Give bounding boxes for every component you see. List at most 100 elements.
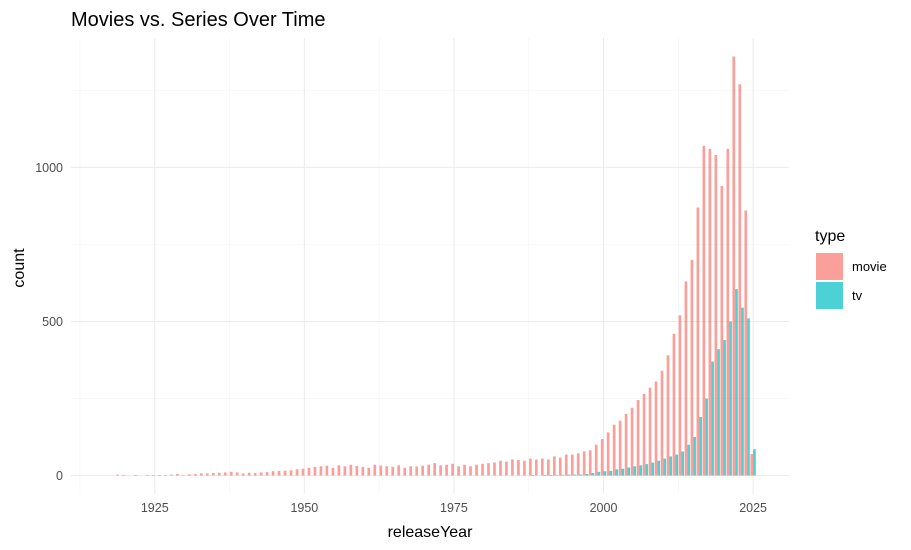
bar-movie	[552, 456, 556, 476]
bar-tv	[741, 307, 744, 476]
bar-movie	[463, 464, 466, 476]
bar-movie	[241, 473, 245, 476]
bar-movie	[176, 473, 179, 476]
bar-movie	[726, 148, 730, 476]
bar-movie	[409, 466, 413, 476]
bar-tv	[555, 474, 559, 476]
bar-movie	[122, 474, 125, 476]
bar-movie	[642, 393, 646, 476]
bar-movie	[170, 474, 173, 476]
bar-movie	[427, 464, 430, 476]
y-tick-label: 0	[56, 469, 63, 483]
bar-movie	[337, 465, 341, 476]
bar-movie	[343, 466, 347, 476]
bar-movie	[564, 454, 568, 476]
bar-movie	[355, 465, 359, 476]
bar-movie	[295, 469, 299, 476]
y-tick-label: 500	[42, 315, 63, 329]
bar-movie	[666, 355, 670, 476]
bar-tv	[711, 361, 714, 476]
bar-movie	[313, 466, 317, 476]
bar-movie	[750, 453, 754, 476]
bar-movie	[259, 472, 263, 476]
bar-tv	[675, 454, 679, 476]
bar-movie	[690, 259, 694, 476]
bar-movie	[648, 387, 652, 476]
bar-movie	[684, 281, 688, 476]
bar-movie	[702, 145, 706, 476]
bar-tv	[615, 469, 619, 476]
legend: type movie tv	[815, 228, 887, 309]
bar-tv	[603, 471, 607, 476]
bar-movie	[301, 468, 305, 476]
chart-title: Movies vs. Series Over Time	[71, 9, 326, 31]
bar-movie	[319, 466, 323, 476]
bar-movie	[325, 465, 329, 476]
bar-movie	[499, 460, 502, 476]
y-tick-label: 1000	[35, 161, 63, 175]
bar-movie	[517, 460, 520, 476]
bar-movie	[199, 473, 203, 476]
legend-title: type	[815, 228, 845, 245]
bar-movie	[714, 155, 718, 476]
x-tick-label: 1950	[290, 501, 318, 515]
bar-tv	[723, 339, 726, 476]
bar-tv	[729, 321, 732, 476]
bar-movie	[529, 458, 532, 476]
bar-movie	[283, 470, 287, 476]
bar-movie	[570, 454, 574, 476]
bar-movie	[511, 459, 514, 476]
bar-movie	[307, 467, 311, 476]
legend-label-tv: tv	[852, 288, 863, 303]
y-tick-labels: 0 500 1000	[35, 161, 63, 483]
bar-tv	[693, 437, 696, 476]
bar-movie	[421, 465, 425, 476]
bar-movie	[247, 472, 251, 476]
bar-tv	[549, 475, 553, 476]
bar-movie	[678, 315, 682, 476]
bar-tv	[681, 451, 684, 476]
bar-movie	[606, 432, 610, 476]
bar-movie	[265, 472, 269, 476]
bar-movie	[158, 475, 161, 476]
x-tick-label: 2025	[739, 501, 767, 515]
bar-movie	[546, 459, 550, 476]
bar-movie	[708, 148, 712, 476]
bar-movie	[349, 464, 353, 476]
bar-movie	[223, 472, 227, 476]
legend-key-tv	[816, 282, 843, 309]
bar-movie	[720, 185, 724, 476]
bar-movie	[235, 472, 239, 476]
bar-movie	[439, 465, 442, 476]
bar-movie	[289, 470, 293, 476]
bar-movie	[618, 420, 622, 476]
bar-movie	[253, 473, 257, 476]
bar-tv	[591, 473, 595, 476]
bar-tv	[627, 467, 631, 476]
bar-movie	[487, 463, 490, 476]
bar-movie	[624, 413, 628, 476]
bar-movie	[469, 466, 472, 476]
bar-tv	[609, 470, 613, 476]
bar-movie	[582, 451, 586, 476]
bar-movie	[732, 56, 736, 476]
bar-tv	[531, 475, 535, 476]
bar-movie	[654, 381, 658, 476]
bar-movie	[523, 460, 526, 476]
bar-movie	[367, 467, 371, 476]
bar-movie	[415, 466, 419, 476]
bar-movie	[672, 333, 676, 476]
bar-movie	[385, 466, 389, 476]
bar-movie	[576, 453, 580, 476]
bar-movie	[696, 207, 700, 476]
bar-tv	[753, 449, 756, 476]
bar-movie	[630, 407, 634, 476]
bar-tv	[639, 465, 643, 476]
bar-movie	[535, 459, 538, 476]
bar-movie	[558, 457, 562, 476]
bar-tv	[669, 456, 673, 476]
bar-tv	[747, 318, 750, 476]
bar-tv	[543, 474, 547, 476]
bar-movie	[445, 464, 448, 476]
